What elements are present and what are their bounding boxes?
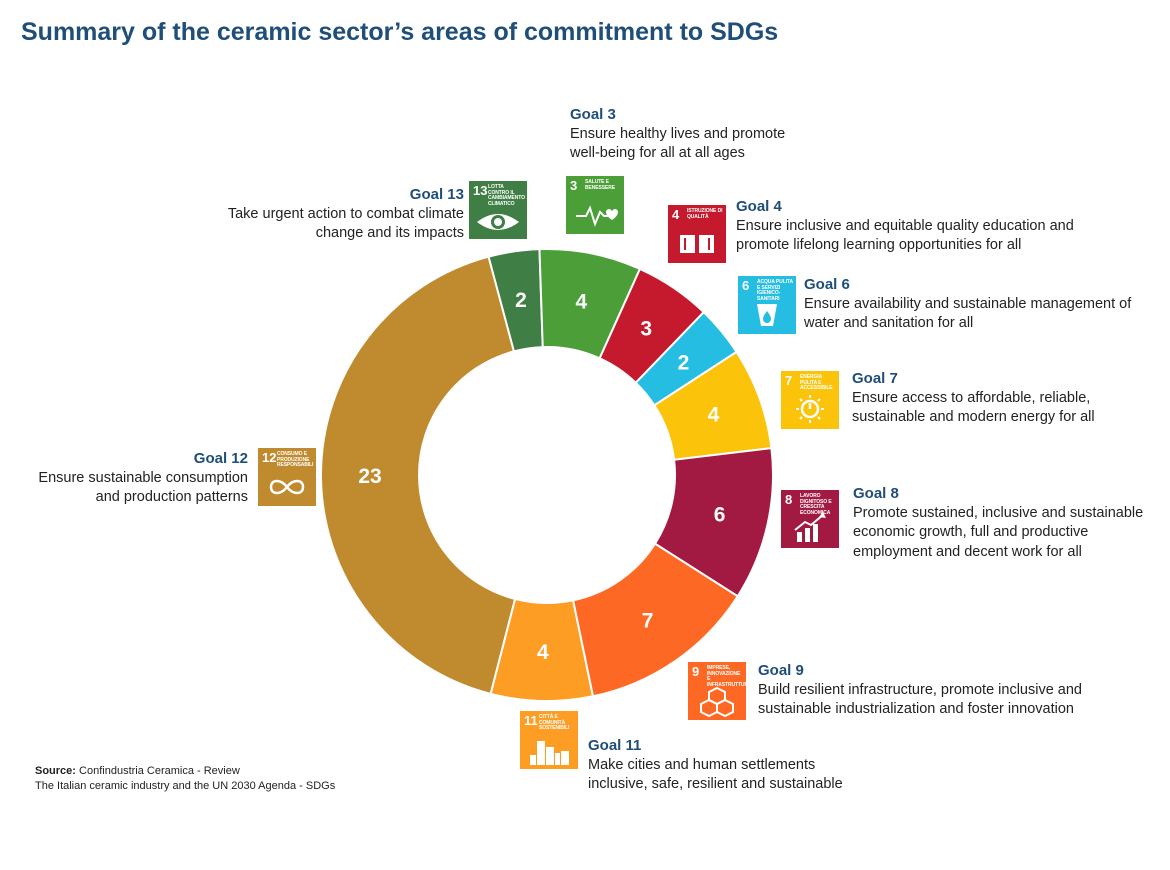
sdg-11-badge: 11 CITTÀ E COMUNITÀ SOSTENIBILI: [520, 711, 578, 769]
source-line-2: The Italian ceramic industry and the UN …: [35, 780, 336, 792]
sdg-6-badge: 6 ACQUA PULITA E SERVIZI IGIENICO-SANITA…: [738, 276, 796, 334]
source-line-1: Confindustria Ceramica - Review: [79, 765, 240, 777]
sdg-7-badge: 7 ENERGIA PULITA E ACCESSIBILE: [781, 371, 839, 429]
sun-power-icon: [796, 395, 824, 423]
value-label-goal-4: 3: [640, 317, 652, 340]
sdg-12-badge-text: CONSUMO E PRODUZIONE RESPONSABILI: [277, 451, 314, 468]
value-label-goal-11: 4: [537, 641, 549, 664]
goal-8-desc-line-2: economic growth, full and productive: [853, 524, 1089, 540]
goal-6-label: Goal 6 Ensure availability and sustainab…: [804, 275, 1131, 334]
sdg-11-number: 11: [524, 713, 538, 728]
water-glass-icon: [757, 304, 777, 326]
goal-6-desc-line-2: water and sanitation for all: [804, 315, 974, 331]
goal-8-desc-line-1: Promote sustained, inclusive and sustain…: [853, 504, 1144, 521]
goal-4-desc-line-1: Ensure inclusive and equitable quality e…: [736, 217, 1074, 234]
goal-7-desc-line-2: sustainable and modern energy for all: [852, 409, 1095, 425]
source-label: Source:: [35, 765, 76, 777]
goal-4-desc-line-2: promote lifelong learning opportunities …: [736, 237, 1022, 253]
value-label-goal-7: 4: [708, 404, 720, 427]
sdg-8-number: 8: [785, 492, 793, 507]
value-label-goal-3: 4: [575, 290, 587, 313]
goal-7-desc-line-1: Ensure access to affordable, reliable,: [852, 389, 1091, 406]
city-icon: [530, 741, 569, 765]
sdg-7-badge-text: ENERGIA PULITA E ACCESSIBILE: [800, 374, 833, 391]
heartbeat-icon: [576, 205, 618, 227]
goal-12-desc-line-2: and production patterns: [95, 489, 248, 505]
goal-9-desc-line-2: sustainable industrialization and foster…: [758, 701, 1074, 717]
goal-13-desc-line-1: Take urgent action to combat climate: [227, 205, 464, 222]
source-note: Source: Confindustria Ceramica - Review …: [35, 764, 335, 794]
goal-13-label: Goal 13 Take urgent action to combat cli…: [228, 185, 464, 244]
sdg-4-badge-text: ISTRUZIONE DI QUALITÀ: [687, 208, 723, 220]
goal-11-label: Goal 11 Make cities and human settlement…: [588, 736, 843, 795]
goal-8-title: Goal 8: [853, 485, 899, 502]
chart-title: Summary of the ceramic sector’s areas of…: [21, 18, 779, 46]
goal-11-title: Goal 11: [588, 737, 642, 754]
goal-3-title: Goal 3: [570, 106, 616, 123]
goal-3-desc-line-1: Ensure healthy lives and promote: [570, 125, 786, 142]
sdg-3-badge-text: SALUTE E BENESSERE: [585, 179, 615, 191]
goal-4-title: Goal 4: [736, 198, 782, 215]
goal-12-desc-line-1: Ensure sustainable consumption: [38, 469, 248, 486]
value-label-goal-12: 23: [358, 465, 381, 488]
goal-12-title: Goal 12: [193, 450, 248, 467]
sdg-8-badge: 8 LAVORO DIGNITOSO E CRESCITA ECONOMICA: [781, 490, 839, 548]
goal-6-title: Goal 6: [804, 276, 850, 293]
sdg-3-badge: 3 SALUTE E BENESSERE: [566, 176, 624, 234]
cubes-icon: [700, 686, 734, 718]
goal-11-desc-line-2: inclusive, safe, resilient and sustainab…: [588, 776, 843, 792]
sdg-13-badge-text: LOTTA CONTRO IL CAMBIAMENTO CLIMATICO: [488, 184, 525, 207]
value-label-goal-9: 7: [642, 610, 654, 633]
sdg-9-number: 9: [692, 664, 700, 679]
sdg-12-number: 12: [262, 450, 277, 465]
donut-slices: [320, 248, 774, 702]
sdg-13-badge: 13 LOTTA CONTRO IL CAMBIAMENTO CLIMATICO: [469, 181, 527, 239]
sdg-11-badge-text: CITTÀ E COMUNITÀ SOSTENIBILI: [539, 714, 570, 731]
value-label-goal-8: 6: [714, 503, 726, 526]
value-label-goal-6: 2: [678, 351, 690, 374]
growth-chart-icon: [794, 512, 826, 542]
goal-7-title: Goal 7: [852, 370, 898, 387]
sdg-9-badge: 9 IMPRESE, INNOVAZIONE E INFRASTRUTTURE: [688, 662, 746, 720]
goal-11-desc-line-1: Make cities and human settlements: [588, 756, 816, 773]
value-label-goal-13: 2: [515, 289, 527, 312]
sdg-9-badge-text: IMPRESE, INNOVAZIONE E INFRASTRUTTURE: [707, 665, 746, 688]
goal-12-label: Goal 12 Ensure sustainable consumption a…: [38, 449, 248, 508]
infinity-icon: [269, 479, 305, 495]
goal-3-desc-line-2: well-being for all at all ages: [570, 145, 745, 161]
goal-7-label: Goal 7 Ensure access to affordable, reli…: [852, 369, 1095, 428]
goal-9-title: Goal 9: [758, 662, 804, 679]
slice-goal-12: [320, 255, 517, 696]
book-icon: [680, 235, 714, 253]
sdg-4-number: 4: [672, 207, 680, 222]
goal-13-desc-line-2: change and its impacts: [315, 225, 464, 241]
goal-8-label: Goal 8 Promote sustained, inclusive and …: [853, 484, 1143, 562]
sdg-6-badge-text: ACQUA PULITA E SERVIZI IGIENICO-SANITARI: [757, 279, 793, 302]
goal-8-desc-line-3: employment and decent work for all: [853, 543, 1082, 560]
sdg-6-number: 6: [742, 278, 750, 293]
goal-3-label: Goal 3 Ensure healthy lives and promote …: [570, 105, 785, 164]
goal-13-title: Goal 13: [409, 186, 464, 203]
sdg-13-number: 13: [473, 183, 488, 198]
eye-globe-icon: [477, 214, 519, 230]
sdg-3-number: 3: [570, 178, 578, 193]
sdg-12-badge: 12 CONSUMO E PRODUZIONE RESPONSABILI: [258, 448, 316, 506]
sdg-4-badge: 4 ISTRUZIONE DI QUALITÀ: [668, 205, 726, 263]
sdg-8-badge-text: LAVORO DIGNITOSO E CRESCITA ECONOMICA: [800, 493, 832, 516]
goal-9-label: Goal 9 Build resilient infrastructure, p…: [758, 661, 1082, 720]
goal-9-desc-line-1: Build resilient infrastructure, promote …: [758, 681, 1082, 698]
goal-4-label: Goal 4 Ensure inclusive and equitable qu…: [736, 197, 1074, 256]
donut-value-labels: 2 4 3 2 4 6 7 4 23: [358, 289, 725, 664]
sdg-7-number: 7: [785, 373, 793, 388]
goal-6-desc-line-1: Ensure availability and sustainable mana…: [804, 295, 1132, 312]
